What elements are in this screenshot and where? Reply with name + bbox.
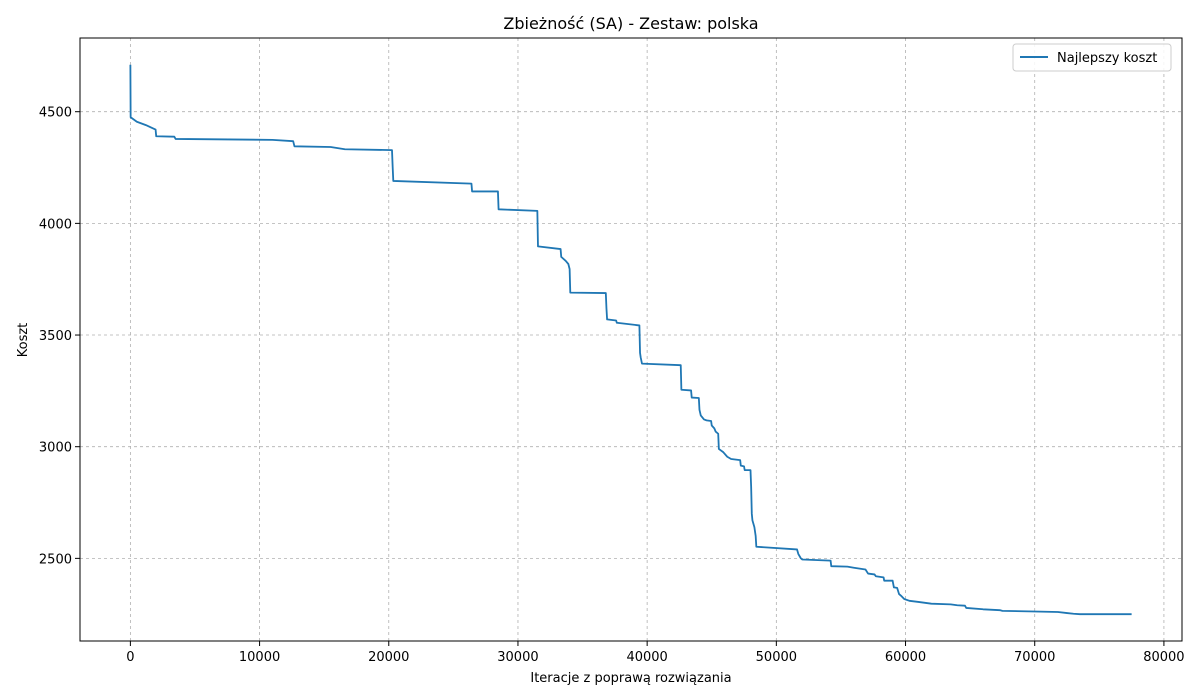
y-tick-label: 3000 bbox=[39, 441, 72, 456]
x-tick-label: 60000 bbox=[885, 650, 926, 665]
x-tick-label: 20000 bbox=[368, 650, 409, 665]
legend-box bbox=[1012, 43, 1172, 72]
legend-label: Najlepszy koszt bbox=[1057, 51, 1157, 66]
x-axis-ticks: 0 10000 20000 30000 40000 50000 60000 70000 8000… bbox=[126, 641, 1185, 665]
y-tick-label: 4000 bbox=[39, 217, 72, 232]
x-tick-label: 40000 bbox=[626, 650, 667, 665]
y-tick-label: 4500 bbox=[39, 106, 72, 121]
grid bbox=[80, 38, 1182, 641]
y-tick-label: 2500 bbox=[39, 552, 72, 567]
y-tick-label: 3500 bbox=[39, 329, 72, 344]
legend: Najlepszy koszt bbox=[1012, 43, 1172, 72]
y-axis-ticks: 2500 3000 3500 4000 4500 bbox=[39, 106, 80, 567]
plot-frame bbox=[79, 37, 1183, 642]
chart-title: Zbieżność (SA) - Zestaw: polska bbox=[503, 14, 758, 33]
series-layer bbox=[129, 64, 1132, 616]
x-tick-label: 80000 bbox=[1143, 650, 1184, 665]
x-tick-label: 30000 bbox=[497, 650, 538, 665]
x-tick-label: 50000 bbox=[756, 650, 797, 665]
x-axis-label: Iteracje z poprawą rozwiązania bbox=[530, 671, 731, 686]
series-line-najlepszy-koszt bbox=[129, 64, 1132, 616]
x-tick-label: 0 bbox=[126, 650, 134, 665]
y-axis-label: Koszt bbox=[16, 323, 31, 358]
x-tick-label: 70000 bbox=[1014, 650, 1055, 665]
x-tick-label: 10000 bbox=[239, 650, 280, 665]
